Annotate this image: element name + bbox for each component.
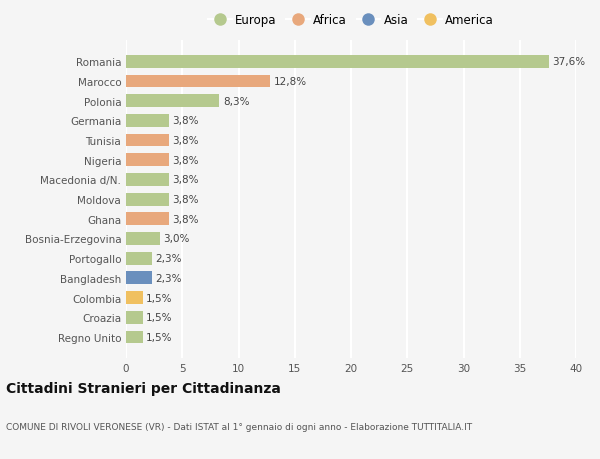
- Text: 1,5%: 1,5%: [146, 313, 173, 323]
- Bar: [126, 95, 220, 108]
- Text: 1,5%: 1,5%: [146, 332, 173, 342]
- Bar: [126, 233, 160, 246]
- Text: 37,6%: 37,6%: [553, 57, 586, 67]
- Bar: [126, 193, 169, 206]
- Text: 3,8%: 3,8%: [172, 195, 199, 205]
- Bar: [126, 174, 169, 186]
- Bar: [126, 252, 152, 265]
- Text: 2,3%: 2,3%: [155, 254, 182, 263]
- Bar: [126, 291, 143, 304]
- Bar: [126, 331, 143, 344]
- Text: 8,3%: 8,3%: [223, 96, 249, 106]
- Text: Cittadini Stranieri per Cittadinanza: Cittadini Stranieri per Cittadinanza: [6, 381, 281, 395]
- Bar: [126, 115, 169, 128]
- Text: 2,3%: 2,3%: [155, 273, 182, 283]
- Bar: [126, 213, 169, 226]
- Text: 3,0%: 3,0%: [163, 234, 190, 244]
- Text: 12,8%: 12,8%: [274, 77, 307, 87]
- Text: 3,8%: 3,8%: [172, 136, 199, 146]
- Bar: [126, 75, 270, 88]
- Text: 3,8%: 3,8%: [172, 175, 199, 185]
- Text: 3,8%: 3,8%: [172, 214, 199, 224]
- Text: COMUNE DI RIVOLI VERONESE (VR) - Dati ISTAT al 1° gennaio di ogni anno - Elabora: COMUNE DI RIVOLI VERONESE (VR) - Dati IS…: [6, 422, 472, 431]
- Text: 3,8%: 3,8%: [172, 116, 199, 126]
- Bar: [126, 154, 169, 167]
- Bar: [126, 134, 169, 147]
- Legend: Europa, Africa, Asia, America: Europa, Africa, Asia, America: [203, 9, 499, 32]
- Text: 3,8%: 3,8%: [172, 155, 199, 165]
- Bar: [126, 56, 549, 68]
- Bar: [126, 272, 152, 285]
- Bar: [126, 311, 143, 324]
- Text: 1,5%: 1,5%: [146, 293, 173, 303]
